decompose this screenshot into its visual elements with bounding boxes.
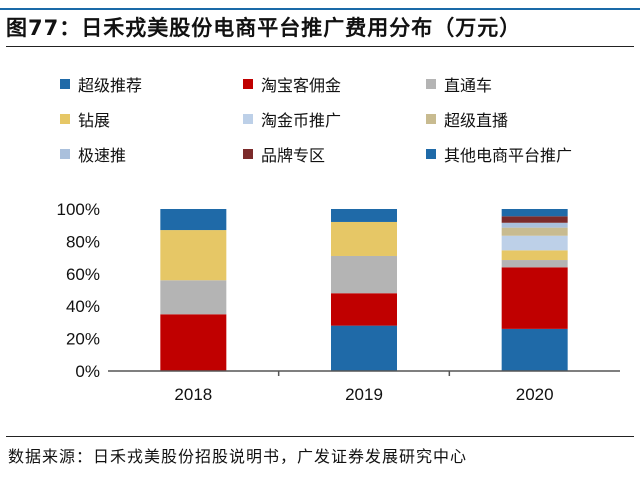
bar-segment bbox=[501, 235, 568, 251]
legend-label: 钻展 bbox=[78, 111, 111, 130]
source-note: 数据来源：日禾戎美股份招股说明书，广发证券发展研究中心 bbox=[8, 447, 468, 466]
legend-item: 极速推 bbox=[60, 142, 126, 166]
y-tick-label: 60% bbox=[66, 265, 100, 284]
legend-label: 淘金币推广 bbox=[261, 111, 342, 130]
y-tick-label: 100% bbox=[57, 200, 100, 219]
x-tick-label: 2018 bbox=[174, 385, 212, 404]
legend-item: 直通车 bbox=[426, 72, 492, 96]
bar-segment bbox=[331, 255, 397, 294]
legend-swatch bbox=[426, 149, 436, 159]
stacked-bar-chart: 0% 20% 40% 60% 80% 100% 2018 2019 2020 bbox=[57, 200, 620, 404]
bar-segment bbox=[501, 222, 568, 228]
bar-segment bbox=[160, 280, 227, 315]
y-tick-label: 20% bbox=[66, 330, 100, 349]
legend-label: 品牌专区 bbox=[261, 146, 326, 165]
legend-swatch bbox=[243, 79, 253, 89]
legend-label: 极速推 bbox=[78, 146, 127, 165]
legend-item: 其他电商平台推广 bbox=[426, 142, 572, 166]
y-tick-label: 40% bbox=[66, 297, 100, 316]
bar-segment bbox=[501, 267, 568, 329]
legend-item: 钻展 bbox=[60, 107, 110, 131]
bar-segment bbox=[501, 227, 568, 236]
bar-segment bbox=[160, 314, 227, 371]
x-tick-label: 2020 bbox=[516, 385, 554, 404]
legend-swatch bbox=[426, 79, 436, 89]
bar-segment bbox=[331, 325, 397, 371]
figure-title: 图77：日禾戎美股份电商平台推广费用分布（万元） bbox=[6, 16, 522, 40]
x-tick-label: 2019 bbox=[345, 385, 383, 404]
footer-divider bbox=[6, 436, 634, 437]
bar-segment bbox=[501, 209, 568, 217]
legend-item: 品牌专区 bbox=[243, 142, 325, 166]
legend-swatch bbox=[426, 114, 436, 124]
legend-label: 直通车 bbox=[444, 76, 493, 95]
bar-segment bbox=[501, 250, 568, 261]
legend-item: 淘宝客佣金 bbox=[243, 72, 341, 96]
legend-swatch bbox=[60, 79, 70, 89]
legend-label: 其他电商平台推广 bbox=[444, 146, 573, 165]
legend-item: 超级推荐 bbox=[60, 72, 142, 96]
y-tick-label: 80% bbox=[66, 232, 100, 251]
legend-item: 超级直播 bbox=[426, 107, 508, 131]
legend-label: 超级直播 bbox=[444, 111, 509, 130]
legend-swatch bbox=[60, 149, 70, 159]
header-bar bbox=[0, 0, 640, 10]
y-tick-label: 0% bbox=[75, 362, 100, 381]
bar-segment bbox=[501, 328, 568, 371]
bar-segment bbox=[331, 221, 397, 256]
bar-segment bbox=[331, 293, 397, 326]
title-divider bbox=[6, 46, 634, 47]
bar-segment bbox=[501, 216, 568, 223]
legend-item: 淘金币推广 bbox=[243, 107, 341, 131]
legend-swatch bbox=[243, 114, 253, 124]
legend-label: 淘宝客佣金 bbox=[261, 76, 342, 95]
bar-segment bbox=[160, 209, 227, 231]
legend-swatch bbox=[60, 114, 70, 124]
bar-segment bbox=[160, 230, 227, 281]
bar-segment bbox=[331, 209, 397, 222]
legend-label: 超级推荐 bbox=[78, 76, 143, 95]
bar-segment bbox=[501, 260, 568, 268]
legend-swatch bbox=[243, 149, 253, 159]
